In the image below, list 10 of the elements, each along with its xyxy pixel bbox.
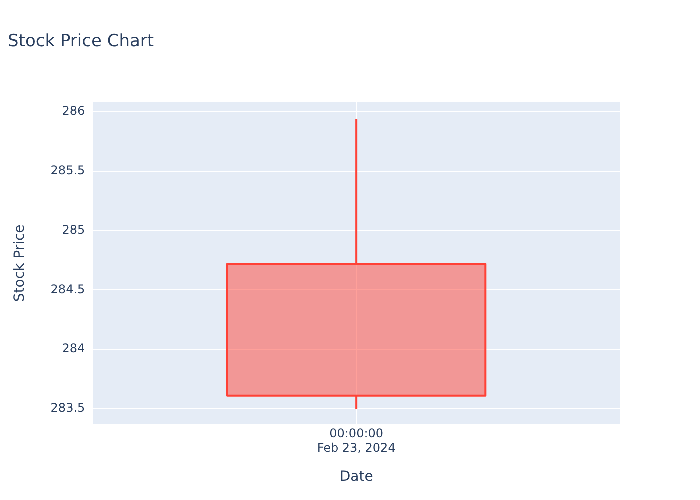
y-tick-label: 284.5	[50, 282, 86, 296]
y-tick-label: 283.5	[50, 401, 86, 416]
x-tick-label: 00:00:00 Feb 23, 2024	[317, 426, 396, 456]
y-tick-label: 285.5	[50, 163, 86, 178]
y-tick-label: 285	[62, 222, 86, 237]
y-tick-label: 286	[62, 104, 86, 118]
chart-title: Stock Price Chart	[8, 32, 154, 52]
x-axis-title: Date	[340, 469, 374, 486]
y-axis-title: Stock Price	[12, 224, 28, 302]
y-tick-label: 284	[62, 342, 86, 356]
